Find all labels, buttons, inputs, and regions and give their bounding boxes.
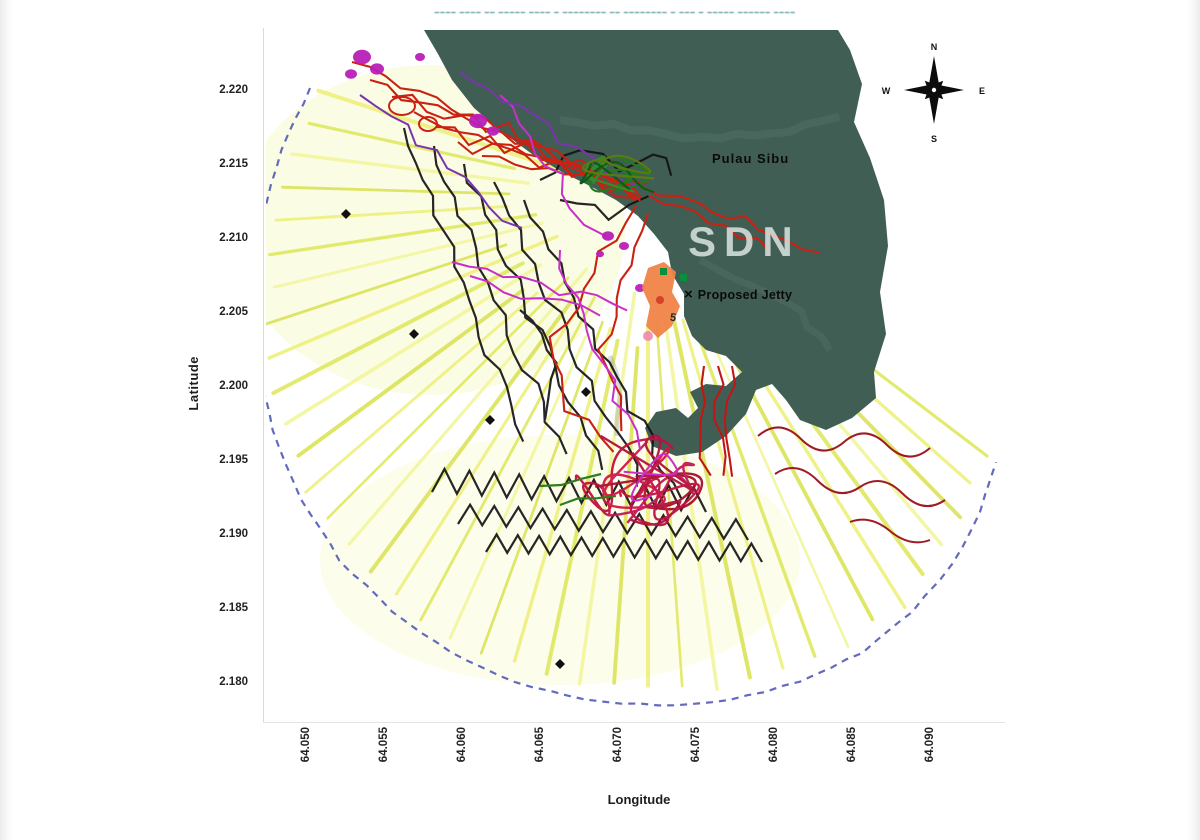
magenta-vessel-tracks: [451, 94, 679, 502]
black-vessel-tracks: [402, 127, 763, 564]
proposed-jetty-annotation: × Proposed Jetty: [684, 286, 793, 303]
compass-letter: E: [979, 86, 985, 96]
green-square-marker: [680, 274, 687, 281]
y-tick-label: 2.190: [219, 528, 248, 540]
gray-smudge: [607, 355, 623, 436]
survey-boundary-dashed-arc: [266, 87, 998, 707]
purple-vessel-tracks: [359, 71, 643, 229]
compass-letter: N: [931, 42, 938, 52]
jetty-label: Proposed Jetty: [697, 288, 793, 302]
y-tick-label: 2.205: [219, 306, 248, 318]
y-tick-label: 2.215: [219, 158, 248, 170]
y-tick-label: 2.200: [219, 380, 248, 392]
compass-letter: W: [882, 86, 891, 96]
y-tick-label: 2.185: [219, 602, 248, 614]
diamond-markers: [341, 209, 591, 669]
y-axis-line: [263, 28, 264, 722]
darkred-loop-tracks: [757, 426, 946, 544]
y-tick-label: 2.220: [219, 84, 248, 96]
y-tick-label: 2.180: [219, 676, 248, 688]
watermark-text: SDN: [688, 218, 801, 265]
compass-rose-icon: N E S W: [882, 42, 985, 144]
green-vessel-tracks: [539, 154, 655, 507]
landmass-pulau-sibu: [424, 30, 888, 456]
jetty-x-marker-icon: ×: [684, 286, 693, 303]
magenta-blobs: [345, 49, 645, 292]
x-axis-label: Longitude: [607, 792, 671, 807]
x-axis-line: [263, 722, 1005, 723]
y-tick-label: 2.195: [219, 454, 248, 466]
map-layers: [266, 30, 998, 707]
figure-title: –––– –––– –– ––––– –––– – –––––––– –– ––…: [434, 7, 796, 17]
compass-letter: S: [931, 134, 937, 144]
y-tick-label: 2.210: [219, 232, 248, 244]
island-label: Pulau Sibu: [712, 151, 790, 166]
green-square-marker: [660, 268, 667, 275]
red-vessel-tracks: [351, 60, 820, 477]
crimson-track-tangle: [574, 434, 704, 527]
